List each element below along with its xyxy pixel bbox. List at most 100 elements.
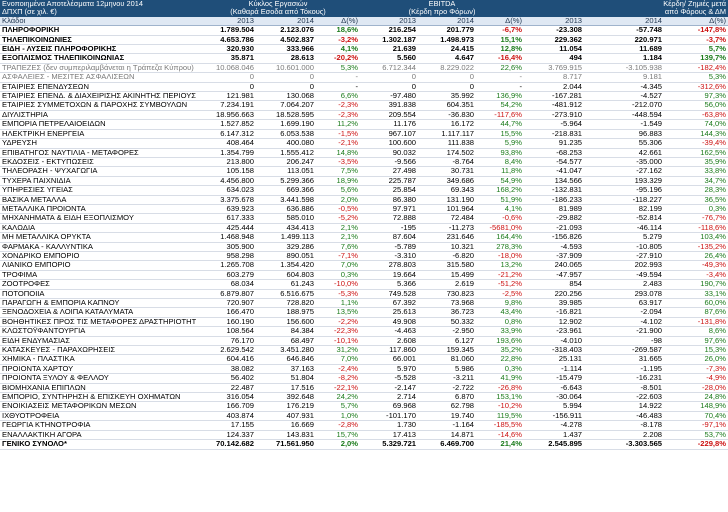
table-row: ΓΕΝΙΚΟ ΣΥΝΟΛΟ* 70.142.682 71.561.950 2,0% 5.… xyxy=(0,439,728,450)
cell-g1-delta: 31,2% xyxy=(316,345,361,356)
table-row: ΙΧΘΥΟΤΡΟΦΕΙΑ 403.874 407.931 1,0% -101.170 19… xyxy=(0,411,728,422)
cell-g1-2013: 22.487 xyxy=(196,383,256,394)
cell-g3-delta: -229,8% xyxy=(664,439,728,450)
cell-g3-2013: 240.065 xyxy=(524,260,585,271)
cell-g1-2013: 70.142.682 xyxy=(196,439,256,450)
cell-g2-2014: -6.820 xyxy=(418,251,477,262)
cell-g1-2014: 636.886 xyxy=(256,204,316,215)
sector-name: ΚΑΤΑΣΚΕΥΕΣ - ΠΑΡΑΧΩΡΗΣΕΙΣ xyxy=(0,345,196,356)
cell-g2-delta: 54,9% xyxy=(476,176,525,187)
cell-g2-2013: 27.498 xyxy=(360,166,419,177)
table-row: ΗΛΕΚΤΡΙΚΗ ΕΝΕΡΓΕΙΑ 6.147.312 6.053.538 -1,5… xyxy=(0,129,728,140)
table-row: ΒΟΗΘΗΤΙΚΕΣ ΠΡΟΣ ΤΙΣ ΜΕΤΑΦΟΡΕΣ ΔΡΑΣΤΗΡΙΟΤ… xyxy=(0,317,728,328)
sector-name: ΥΔΡΕΥΣΗ xyxy=(0,138,196,149)
cell-g2-2013: 5.329.721 xyxy=(360,439,419,450)
cell-g2-2013: 117.860 xyxy=(360,345,419,356)
cell-g2-2014: 62.798 xyxy=(418,401,477,412)
cell-g2-2013: 72.888 xyxy=(360,213,419,224)
cell-g2-2013: 216.254 xyxy=(360,25,419,36)
cell-g1-delta: -10,1% xyxy=(316,336,361,347)
cell-g2-2014: 4.647 xyxy=(418,53,477,64)
cell-g1-2014: 585.010 xyxy=(256,213,316,224)
cell-g3-2014: 1.184 xyxy=(584,53,665,64)
cell-g1-2013: 213.800 xyxy=(196,157,256,168)
table-row: ΥΠΗΡΕΣΙΕΣ ΥΓΕΙΑΣ 634.023 669.366 5,6% 25.854… xyxy=(0,185,728,196)
cell-g3-2014: 2.483 xyxy=(584,279,665,290)
cell-g3-2013: 5.994 xyxy=(524,401,585,412)
cell-g1-2014: 37.163 xyxy=(256,364,316,375)
cell-g2-delta: 0,8% xyxy=(476,317,525,328)
cell-g2-delta: -21,2% xyxy=(476,270,525,281)
cell-g3-2014: 193.329 xyxy=(584,176,665,187)
cell-g1-2013: 68.034 xyxy=(196,279,256,290)
cell-g1-delta: -0,5% xyxy=(316,204,361,215)
table-row: ΕΞΟΠΛΙΣΜΟΣ ΤΗΛΕΠΙΚΟΙΝΩΝΙΑΣ 35.871 28.613 -2… xyxy=(0,53,728,64)
cell-g1-delta: -5,3% xyxy=(316,289,361,300)
group2-subtitle: (Κέρδη προ Φόρων) xyxy=(360,8,525,17)
cell-g1-delta: -2,3% xyxy=(316,100,361,111)
cell-g1-delta: -5,2% xyxy=(316,213,361,224)
g1-year1: 2013 xyxy=(196,16,256,27)
cell-g3-2014: -27.910 xyxy=(584,251,665,262)
cell-g1-delta: -2,2% xyxy=(316,317,361,328)
cell-g3-2013: -156.826 xyxy=(524,232,585,243)
table-title: Ενοποιημένα Αποτελέσματα 12μηνου 2014 xyxy=(0,0,196,9)
cell-g2-2013: 0 xyxy=(360,72,419,83)
cell-g2-delta: 9,8% xyxy=(476,298,525,309)
cell-g2-delta: -10,2% xyxy=(476,401,525,412)
cell-g3-2014: -4.102 xyxy=(584,317,665,328)
cell-g3-2013: 134.566 xyxy=(524,176,585,187)
sector-name: ΤΗΛΕΠΙΚΟΙΝΩΝΙΕΣ xyxy=(0,35,196,46)
cell-g2-2013: -97.480 xyxy=(360,91,419,102)
cell-g2-2013: 2.714 xyxy=(360,392,419,403)
cell-g1-2013: 160.190 xyxy=(196,317,256,328)
cell-g1-delta: 7,6% xyxy=(316,242,361,252)
cell-g2-delta: -0,6% xyxy=(476,213,525,224)
sector-name: ΒΑΣΙΚΑ ΜΕΤΑΛΛΑ xyxy=(0,195,196,205)
cell-g3-2013: 11.054 xyxy=(524,44,585,55)
cell-g2-2014: 1.117.117 xyxy=(418,129,477,140)
cell-g1-2013: 958.298 xyxy=(196,251,256,262)
table-row: ΕΚΔΟΣΕΙΣ - ΕΚΤΥΠΩΣΕΙΣ 213.800 206.247 -3,5%… xyxy=(0,157,728,168)
table-row: ΤΗΛΕΟΡΑΣΗ - ΨΥΧΑΓΩΓΙΑ 105.158 113.051 7,5% 2… xyxy=(0,166,728,177)
cell-g2-2014: 101.964 xyxy=(418,204,477,215)
sector-name: ΕΞΟΠΛΙΣΜΟΣ ΤΗΛΕΠΙΚΟΙΝΩΝΙΑΣ xyxy=(0,53,196,64)
cell-g3-2013: -15.479 xyxy=(524,373,585,384)
cell-g2-delta: 0,3% xyxy=(476,364,525,375)
cell-g1-2014: 646.846 xyxy=(256,354,316,365)
cell-g2-2014: 6.469.700 xyxy=(418,439,477,450)
cell-g1-delta: 13,5% xyxy=(316,307,361,318)
cell-g1-2013: 1.789.504 xyxy=(196,25,256,36)
sector-name: ΠΟΤΟΠΟΙΙΑ xyxy=(0,289,196,300)
cell-g1-delta: -3,2% xyxy=(316,35,361,46)
cell-g3-2013: -21.093 xyxy=(524,223,585,234)
cell-g1-2014: 3.451.280 xyxy=(256,345,316,356)
sector-name: ΕΝΟΙΚΙΑΣΕΙΣ ΜΕΤΑΦΟΡΙΚΩΝ ΜΕΣΩΝ xyxy=(0,401,196,412)
cell-g2-delta: 93,8% xyxy=(476,148,525,158)
cell-g2-2014: 10.321 xyxy=(418,242,477,252)
cell-g1-2013: 3.375.678 xyxy=(196,195,256,205)
cell-g2-delta: 43,4% xyxy=(476,307,525,318)
cell-g1-delta: 2,0% xyxy=(316,195,361,205)
cell-g3-2013: 3.769.915 xyxy=(524,63,585,74)
cell-g2-delta: 51,9% xyxy=(476,195,525,205)
sector-name: ΓΕΩΡΓΙΑ ΚΤΗΝΟΤΡΟΦΙΑ xyxy=(0,420,196,431)
cell-g3-delta: -97,1% xyxy=(664,420,728,431)
cell-g2-2014: 24.415 xyxy=(418,44,477,55)
cell-g1-delta: -1,5% xyxy=(316,129,361,140)
cell-g2-2014: -8.764 xyxy=(418,157,477,168)
cell-g3-2014: 96.883 xyxy=(584,129,665,140)
sector-name: ΜΗΧΑΝΗΜΑΤΑ & ΕΙΔΗ ΕΞΟΠΛΙΣΜΟΥ xyxy=(0,213,196,224)
cell-g1-2013: 10.068.046 xyxy=(196,63,256,74)
cell-g1-2014: 1.354.420 xyxy=(256,260,316,271)
cell-g3-2014: -22.603 xyxy=(584,392,665,403)
cell-g2-2014: -2.950 xyxy=(418,326,477,337)
cell-g3-2014: 63.917 xyxy=(584,298,665,309)
cell-g3-delta: 34,7% xyxy=(664,176,728,187)
table-row: ΤΥΧΕΡΑ ΠΑΙΧΝΙΔΙΑ 4.456.800 5.299.366 18,9% 2… xyxy=(0,176,728,187)
cell-g3-2014: -2.094 xyxy=(584,307,665,318)
cell-g2-2014: 6.870 xyxy=(418,392,477,403)
cell-g3-2013: 81.989 xyxy=(524,204,585,215)
cell-g2-2014: 1.498.973 xyxy=(418,35,477,46)
table-row: ΕΤΑΙΡΙΕΣ ΕΠΕΝΔ. & ΔΙΑΧΕΙΡΙΣΗΣ ΑΚΙΝΗΤΗΣ Π… xyxy=(0,91,728,102)
